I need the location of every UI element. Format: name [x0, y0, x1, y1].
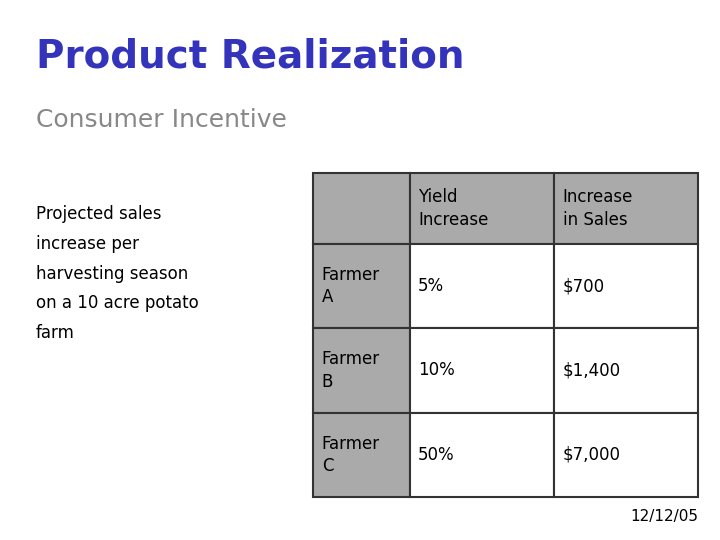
- Text: 5%: 5%: [418, 277, 444, 295]
- Text: Consumer Incentive: Consumer Incentive: [36, 108, 287, 132]
- Text: harvesting season: harvesting season: [36, 265, 188, 282]
- Text: Farmer
B: Farmer B: [322, 350, 380, 390]
- Text: $1,400: $1,400: [562, 361, 621, 380]
- Text: Farmer
A: Farmer A: [322, 266, 380, 306]
- Text: 10%: 10%: [418, 361, 455, 380]
- Text: 12/12/05: 12/12/05: [631, 509, 698, 524]
- Text: Increase
in Sales: Increase in Sales: [562, 188, 633, 228]
- Text: Yield
Increase: Yield Increase: [418, 188, 488, 228]
- Text: $7,000: $7,000: [562, 446, 621, 464]
- Text: farm: farm: [36, 324, 75, 342]
- Text: Product Realization: Product Realization: [36, 38, 464, 76]
- Text: 50%: 50%: [418, 446, 455, 464]
- Text: Farmer
C: Farmer C: [322, 435, 380, 475]
- Text: $700: $700: [562, 277, 605, 295]
- Text: Projected sales: Projected sales: [36, 205, 161, 223]
- Text: increase per: increase per: [36, 235, 139, 253]
- Text: on a 10 acre potato: on a 10 acre potato: [36, 294, 199, 312]
